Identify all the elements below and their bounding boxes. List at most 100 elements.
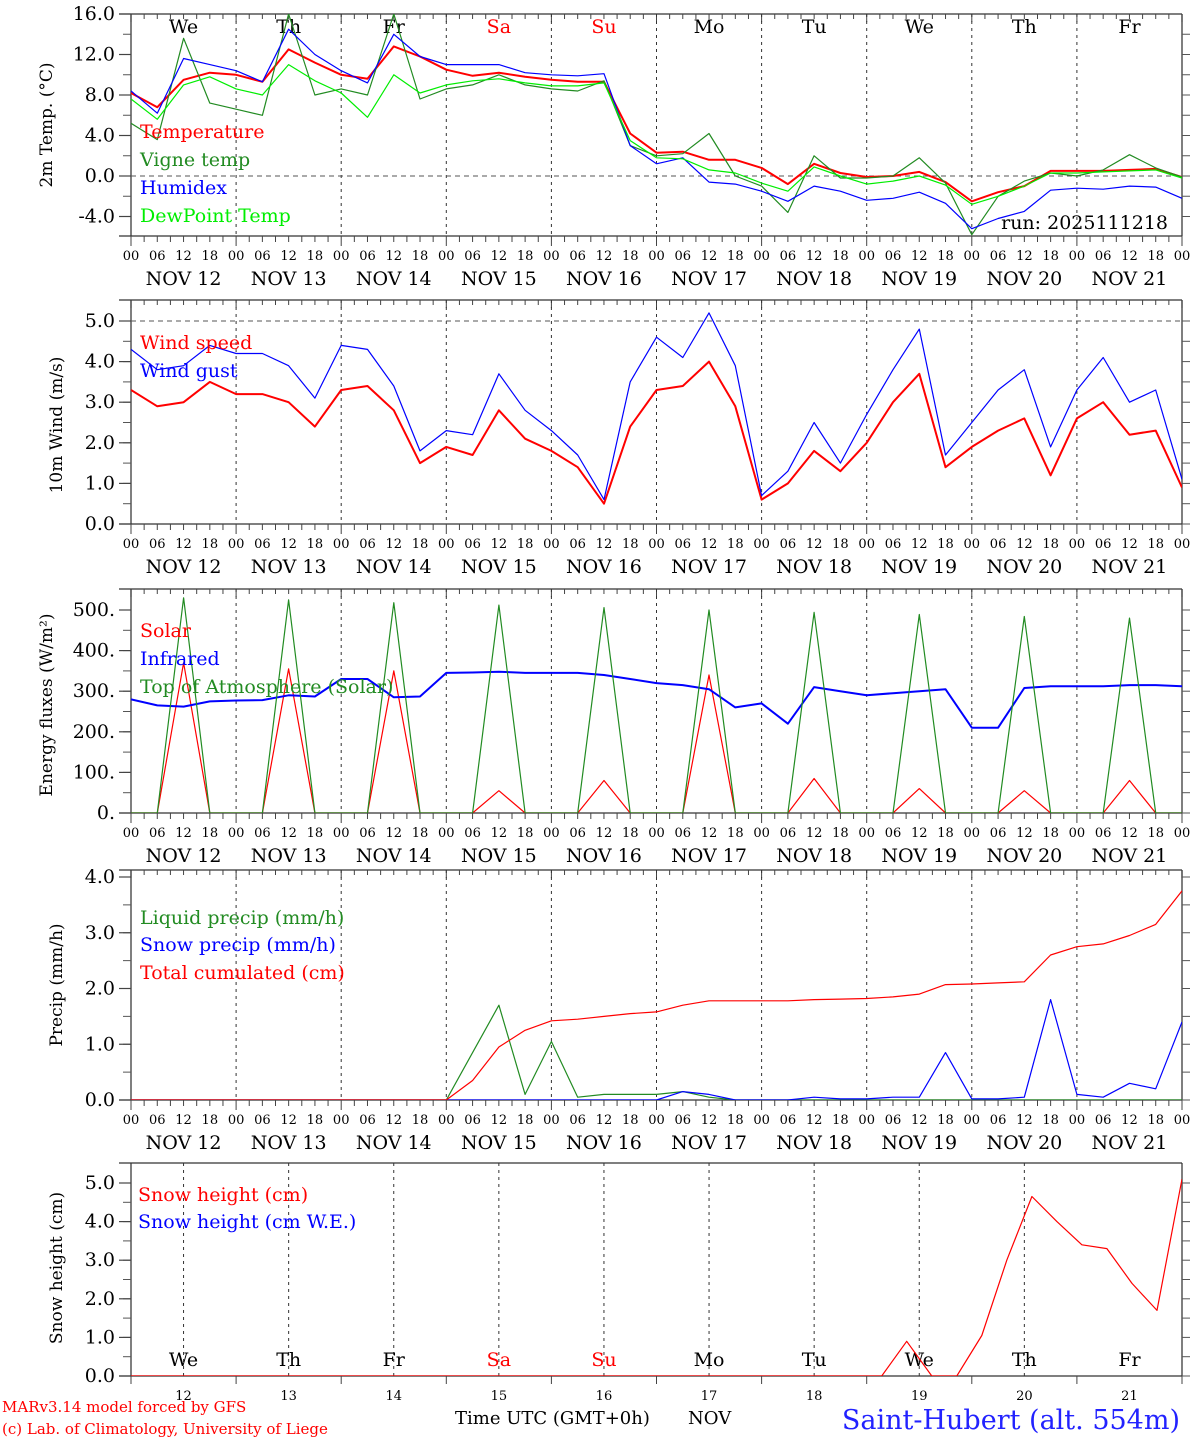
x-hour-label: 18 xyxy=(517,249,534,264)
y-tick-label: 500. xyxy=(73,599,115,621)
day-of-week-label: We xyxy=(169,1349,198,1371)
x-hour-label: 00 xyxy=(438,249,455,264)
x-date-label: NOV 19 xyxy=(881,268,957,290)
x-date-label: NOV 21 xyxy=(1092,1132,1168,1154)
x-hour-label: 12 xyxy=(596,537,613,552)
y-tick-label: 4.0 xyxy=(85,125,115,147)
x-hour-label: 12 xyxy=(385,249,402,264)
x-hour-label: 06 xyxy=(885,537,902,552)
x-hour-label: 00 xyxy=(438,1113,455,1128)
y-tick-label: 0.0 xyxy=(85,513,115,535)
x-hour-label: 06 xyxy=(359,1113,376,1128)
panel-5: 5.0 4.0 3.0 2.0 1.0 0.0 Snow height (cm) We Th Fr… xyxy=(47,1162,1190,1404)
x-hour-label: 18 xyxy=(832,1113,849,1128)
series-group xyxy=(131,312,1182,505)
day-of-week-label: Th xyxy=(276,16,301,38)
x-hour-label: 18 xyxy=(937,826,954,841)
x-hour-label: 00 xyxy=(964,249,981,264)
y-tick-label: 4.0 xyxy=(85,1211,115,1233)
panel-4: 4.0 3.0 2.0 1.0 0.0 Precip (mm/h) 00 06 12 18 NOV … xyxy=(47,866,1190,1154)
x-hour-label: 12 xyxy=(280,826,297,841)
x-date-label: NOV 14 xyxy=(356,845,432,867)
x-hour-label: 00 xyxy=(858,537,875,552)
lab-credit: (c) Lab. of Climatology, University of L… xyxy=(2,1420,328,1438)
x-hour-label: 06 xyxy=(675,537,692,552)
x-hour-label: 06 xyxy=(990,826,1007,841)
x-hour-label: 06 xyxy=(464,826,481,841)
x-hour-label: 06 xyxy=(569,537,586,552)
x-hour-label: 00 xyxy=(543,249,560,264)
x-hour-label: 12 xyxy=(701,249,718,264)
x-hour-label: 00 xyxy=(438,537,455,552)
x-hour-label: 12 xyxy=(385,1113,402,1128)
x-hour-label: 06 xyxy=(885,1113,902,1128)
x-hour-label: 00 xyxy=(648,1113,665,1128)
x-date-label: NOV 18 xyxy=(776,1132,852,1154)
x-hour-label: 00 xyxy=(228,826,245,841)
x-hour-label: 06 xyxy=(1095,249,1112,264)
x-date-label: NOV 15 xyxy=(461,556,537,578)
day-of-week-label: We xyxy=(905,16,934,38)
x-hour-label: 18 xyxy=(307,537,324,552)
footer: MARv3.14 model forced by GFS (c) Lab. of… xyxy=(2,1398,1180,1438)
y-tick-label: 300. xyxy=(73,680,115,702)
x-hour-label: 18 xyxy=(517,537,534,552)
x-hour-label: 18 xyxy=(937,1113,954,1128)
y-tick-label: 3.0 xyxy=(85,391,115,413)
series-group xyxy=(131,1178,1182,1376)
x-hour-label: 06 xyxy=(990,1113,1007,1128)
x-hour-label: 18 xyxy=(622,249,639,264)
day-number-label: 12 xyxy=(175,1389,192,1404)
panel-1: 16.0 12.0 8.0 4.0 0.0 -4.0 2m Temp. (°C) 00 06 12… xyxy=(37,3,1190,290)
x-hour-label: 18 xyxy=(202,826,219,841)
x-date-label: NOV 16 xyxy=(566,556,642,578)
station-name: Saint-Hubert (alt. 554m) xyxy=(842,1405,1180,1436)
x-hour-label: 12 xyxy=(175,537,192,552)
x-hour-label: 18 xyxy=(517,826,534,841)
x-hour-label: 18 xyxy=(412,1113,429,1128)
x-hour-label: 12 xyxy=(385,826,402,841)
x-hour-label: 12 xyxy=(491,826,508,841)
series-line-wind-gust xyxy=(131,312,1182,501)
x-date-label: NOV 17 xyxy=(671,845,747,867)
x-hour-label: 06 xyxy=(780,537,797,552)
x-hour-label: 12 xyxy=(806,1113,823,1128)
series-line-total-cumulated-cm- xyxy=(131,890,1182,1100)
y-tick-label: 5.0 xyxy=(85,310,115,332)
x-hour-label: 00 xyxy=(753,1113,770,1128)
day-of-week-label: Su xyxy=(591,1349,616,1371)
day-number-label: 13 xyxy=(280,1389,297,1404)
day-of-week-label: Th xyxy=(1012,16,1037,38)
day-number-label: 19 xyxy=(911,1389,928,1404)
x-hour-label: 00 xyxy=(1069,826,1086,841)
x-hour-label: 06 xyxy=(1095,537,1112,552)
series-group xyxy=(131,890,1182,1100)
x-hour-label: 12 xyxy=(280,1113,297,1128)
x-hour-label: 06 xyxy=(359,537,376,552)
x-hour-label: 00 xyxy=(123,249,140,264)
x-date-label: NOV 14 xyxy=(356,268,432,290)
x-hour-label: 06 xyxy=(254,249,271,264)
x-hour-label: 18 xyxy=(202,537,219,552)
x-hour-label: 12 xyxy=(385,537,402,552)
x-hour-label: 18 xyxy=(832,249,849,264)
series-group xyxy=(131,14,1182,236)
x-date-label: NOV 13 xyxy=(251,845,327,867)
x-date-label: NOV 18 xyxy=(776,845,852,867)
y-tick-label: 5.0 xyxy=(85,1172,115,1194)
x-hour-label: 00 xyxy=(1069,249,1086,264)
day-of-week-label: Su xyxy=(591,16,616,38)
x-hour-label: 12 xyxy=(491,249,508,264)
day-of-week-label: We xyxy=(169,16,198,38)
x-date-label: NOV 21 xyxy=(1092,268,1168,290)
x-hour-label: 06 xyxy=(885,249,902,264)
x-hour-label: 18 xyxy=(1042,826,1059,841)
x-hour-label: 00 xyxy=(228,249,245,264)
x-hour-label: 06 xyxy=(149,537,166,552)
run-annotation: run: 2025111218 xyxy=(1001,212,1168,234)
x-hour-label: 18 xyxy=(307,1113,324,1128)
x-date-label: NOV 15 xyxy=(461,268,537,290)
legend-entry: Top of Atmosphere (Solar) xyxy=(140,676,393,698)
x-hour-label: 06 xyxy=(990,537,1007,552)
day-of-week-label: Mo xyxy=(694,16,725,38)
